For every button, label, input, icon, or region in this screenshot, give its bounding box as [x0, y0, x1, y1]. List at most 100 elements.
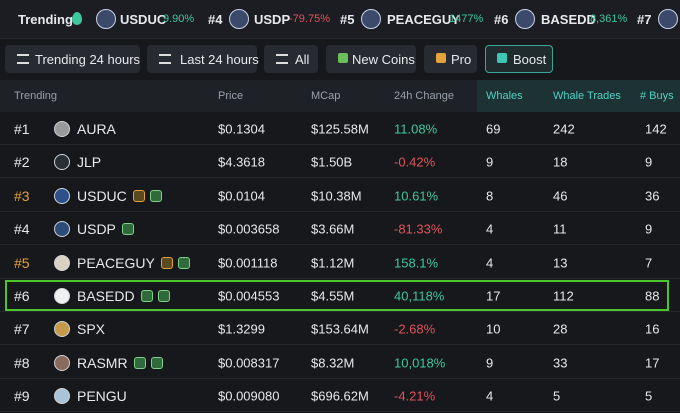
trending-change: -79.75% — [289, 13, 330, 25]
table-row — [0, 279, 680, 312]
whale-trades: 46 — [553, 188, 568, 204]
market-cap: $10.38M — [311, 188, 362, 204]
whale-trades: 28 — [553, 321, 568, 337]
price: $0.003658 — [218, 221, 280, 237]
whales: 69 — [486, 121, 501, 137]
coin-name: AURA — [77, 121, 116, 137]
change-24h: 158.1% — [394, 255, 439, 271]
whales: 9 — [486, 154, 494, 170]
rank: #2 — [14, 154, 30, 171]
badge-crown — [160, 256, 173, 269]
market-cap: $3.66M — [311, 221, 355, 237]
filter-button[interactable] — [485, 45, 553, 73]
trending-change: 8,361% — [590, 13, 628, 25]
coin-icon — [54, 288, 70, 304]
trending-change: 9.90% — [163, 13, 195, 25]
coin-icon — [54, 221, 70, 238]
table-row — [0, 112, 680, 145]
column-header: Price — [218, 90, 244, 102]
filter-button[interactable] — [264, 45, 318, 73]
market-cap: $4.55M — [311, 288, 355, 304]
drop-icon — [72, 12, 82, 25]
whale-trades: 33 — [553, 355, 568, 371]
market-cap: $125.58M — [311, 121, 369, 137]
coin-icon — [54, 388, 70, 405]
rank: #7 — [14, 321, 30, 338]
coin-name: BASEDD — [77, 288, 135, 304]
coin-name: PENGU — [77, 388, 127, 405]
buys: 88 — [645, 288, 660, 304]
rank: #5 — [14, 254, 30, 271]
change-24h: -0.42% — [394, 154, 436, 170]
rank: #9 — [14, 388, 30, 405]
market-cap: $8.32M — [311, 355, 355, 371]
market-cap: $1.12M — [311, 255, 355, 271]
trending-label: Trending — [18, 12, 73, 27]
price: $1.3299 — [218, 321, 265, 337]
coin-name: PEACEGUY — [77, 254, 155, 271]
trending-rank: #6 — [494, 12, 509, 27]
filter-icon — [436, 53, 446, 63]
buys: 16 — [645, 321, 660, 337]
whales: 4 — [486, 221, 494, 237]
filter-icon — [497, 53, 507, 63]
badge-chart — [150, 356, 163, 369]
trending-rank: #4 — [208, 12, 223, 27]
coin-icon — [54, 154, 70, 171]
whales: 9 — [486, 355, 494, 371]
badge-pill — [149, 189, 162, 202]
whale-trades: 13 — [553, 255, 568, 271]
coin-icon — [96, 9, 116, 29]
price: $4.3618 — [218, 154, 265, 170]
badge-pill — [140, 290, 153, 302]
whale-trades: 18 — [553, 154, 568, 170]
coin-icon — [229, 9, 249, 29]
buys: 7 — [645, 255, 653, 271]
coin-icon — [54, 321, 70, 338]
filter-button[interactable] — [424, 45, 477, 73]
buys: 9 — [645, 221, 653, 237]
market-cap: $696.62M — [311, 388, 369, 404]
trending-name: USDP — [254, 12, 291, 27]
badge-chart — [157, 290, 170, 302]
filter-label: Boost — [513, 52, 547, 67]
whales: 8 — [486, 188, 494, 204]
trending-rank: #7 — [637, 12, 652, 27]
filter-icon — [159, 54, 171, 64]
table-row — [0, 246, 680, 279]
change-24h: 40,118% — [394, 288, 445, 304]
filter-icon — [338, 53, 348, 63]
filter-label: Last 24 hours — [180, 52, 259, 67]
column-header: MCap — [311, 90, 341, 102]
coin-name: JLP — [77, 154, 102, 171]
rank: #3 — [14, 187, 30, 204]
table-row — [0, 346, 680, 379]
column-header: Whale Trades — [553, 90, 621, 102]
badge-pill — [177, 256, 190, 269]
whale-trades: 242 — [553, 121, 575, 137]
filter-label: New Coins — [352, 52, 415, 67]
price: $0.0104 — [218, 188, 265, 204]
filter-button[interactable] — [5, 45, 140, 73]
column-header: # Buys — [640, 90, 674, 102]
price: $0.008317 — [218, 355, 280, 371]
trending-name: BASEDD — [541, 12, 596, 27]
change-24h: -81.33% — [394, 221, 443, 237]
coin-icon — [54, 121, 70, 137]
change-24h: 10.61% — [394, 188, 439, 204]
filter-label: Pro — [451, 52, 472, 67]
whales: 4 — [486, 255, 494, 271]
column-header: 24h Change — [394, 90, 454, 102]
coin-name: RASMR — [77, 354, 128, 371]
column-header: Trending — [14, 90, 58, 102]
filter-button[interactable] — [147, 45, 257, 73]
rank: #1 — [14, 121, 30, 137]
trending-name: USDUC — [120, 12, 167, 27]
coin-icon — [515, 9, 535, 29]
change-24h: 11.08% — [394, 121, 438, 137]
change-24h: 10,018% — [394, 355, 446, 371]
price: $0.1304 — [218, 121, 265, 137]
coin-icon — [658, 9, 678, 29]
buys: 5 — [645, 388, 653, 404]
